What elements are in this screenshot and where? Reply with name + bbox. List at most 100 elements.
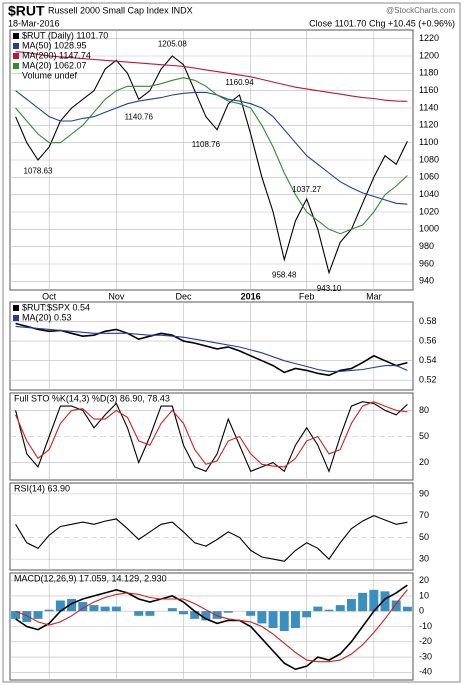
histogram-bar [302,611,312,618]
y-tick-label: 960 [419,258,434,268]
date: 18-Mar-2016 [8,18,60,28]
y-tick-label: 80 [419,405,429,415]
histogram-bar [223,611,233,613]
x-tick-label: 2016 [241,291,261,301]
y-tick-label: 0.54 [419,355,437,365]
annotation: 1205.08 [158,40,187,49]
histogram-bar [268,611,278,629]
histogram-bar [78,602,88,612]
y-tick-label: -20 [419,636,432,646]
y-tick-label: 1200 [419,50,439,60]
y-tick-label: 1040 [419,189,439,199]
series-line [15,589,408,663]
y-tick-label: 1180 [419,68,438,78]
histogram-bar [134,611,144,616]
legend-entry: MA(50) 1028.95 [22,40,87,50]
x-tick-label: Nov [108,291,125,301]
histogram-bar [279,611,289,632]
legend-entry: $RUT:$SPX 0.54 [22,302,90,312]
y-tick-label: -40 [419,667,432,677]
histogram-bar [179,611,188,615]
histogram-bar [145,611,155,616]
y-tick-label: 1000 [419,224,439,234]
annotation: 943.10 [317,284,342,293]
x-tick-label: Oct [42,291,57,301]
y-tick-label: 50 [419,431,429,441]
panel-title: Full STO %K(14,3) %D(3) 86.90, 78.43 [14,393,170,403]
legend-swatch [13,63,19,69]
legend-swatch [13,43,19,49]
histogram-bar [89,605,99,612]
watermark: @StockCharts.com [386,6,455,15]
x-tick-label: Feb [299,291,315,301]
histogram-bar [313,606,323,612]
annotation: 1108.76 [192,140,221,149]
y-tick-label: 1060 [419,172,439,182]
close-info: Close 1101.70 Chg +10.45 (+0.96%) [309,18,455,28]
y-tick-label: 1220 [419,33,439,43]
y-tick-label: 30 [419,554,429,564]
histogram-bar [402,606,412,612]
histogram-bar [257,611,267,624]
histogram-bar [100,606,110,612]
histogram-bar [212,611,222,619]
y-tick-label: 20 [419,457,429,467]
series-line [15,90,408,205]
x-tick-label: Dec [176,291,193,301]
histogram-bar [335,605,345,612]
y-tick-label: 0 [419,606,424,616]
series-line [15,77,408,235]
y-tick-label: 0.52 [419,375,437,385]
y-tick-label: 0.56 [419,335,437,345]
histogram-bar [246,611,256,616]
panel-title: RSI(14) 63.90 [14,483,70,493]
legend-entry: MA(20) 1062.07 [22,60,87,70]
legend-swatch [13,33,19,39]
series-line [15,584,408,671]
annotation: 1140.76 [125,112,154,121]
series-line [15,325,408,372]
histogram-bar [290,611,300,629]
histogram-bar [358,592,368,612]
y-tick-label: 940 [419,276,434,286]
legend-entry: $RUT (Daily) 1101.70 [22,30,108,40]
annotation: 958.48 [272,270,297,279]
y-tick-label: -10 [419,621,432,631]
series-line [15,514,408,562]
y-tick-label: -30 [419,651,432,661]
histogram-bar [346,598,356,612]
histogram-bar [391,600,401,612]
y-tick-label: 1140 [419,102,438,112]
panel-frame [9,482,414,571]
histogram-bar [201,611,211,621]
y-tick-label: 1160 [419,85,438,95]
series-line [15,401,408,468]
y-tick-label: 1120 [419,120,438,130]
x-tick-label: Mar [366,291,382,301]
series-line [15,322,408,377]
series-line [15,55,408,275]
index-name: Russell 2000 Small Cap Index INDX [48,5,193,15]
legend-swatch [13,305,19,311]
legend-entry: MA(20) 0.53 [22,312,72,322]
panel-title: MACD(12,26,9) 17.059, 14.129, 2.930 [14,573,167,583]
histogram-bar [44,609,54,612]
histogram-bar [33,611,43,619]
y-tick-label: 10 [419,590,429,600]
histogram-bar [22,611,32,622]
histogram-bar [55,600,65,612]
annotation: 1078.63 [24,166,53,175]
legend-entry: Volume undef [22,70,78,80]
histogram-bar [324,609,334,612]
histogram-bar [111,606,121,612]
y-tick-label: 1080 [419,154,439,164]
histogram-bar [190,611,200,619]
y-tick-label: 1020 [419,206,439,216]
histogram-bar [369,589,379,612]
y-tick-label: 20 [419,575,429,585]
y-tick-label: 1100 [419,137,438,147]
histogram-bar [67,598,77,612]
legend-swatch [13,315,19,321]
